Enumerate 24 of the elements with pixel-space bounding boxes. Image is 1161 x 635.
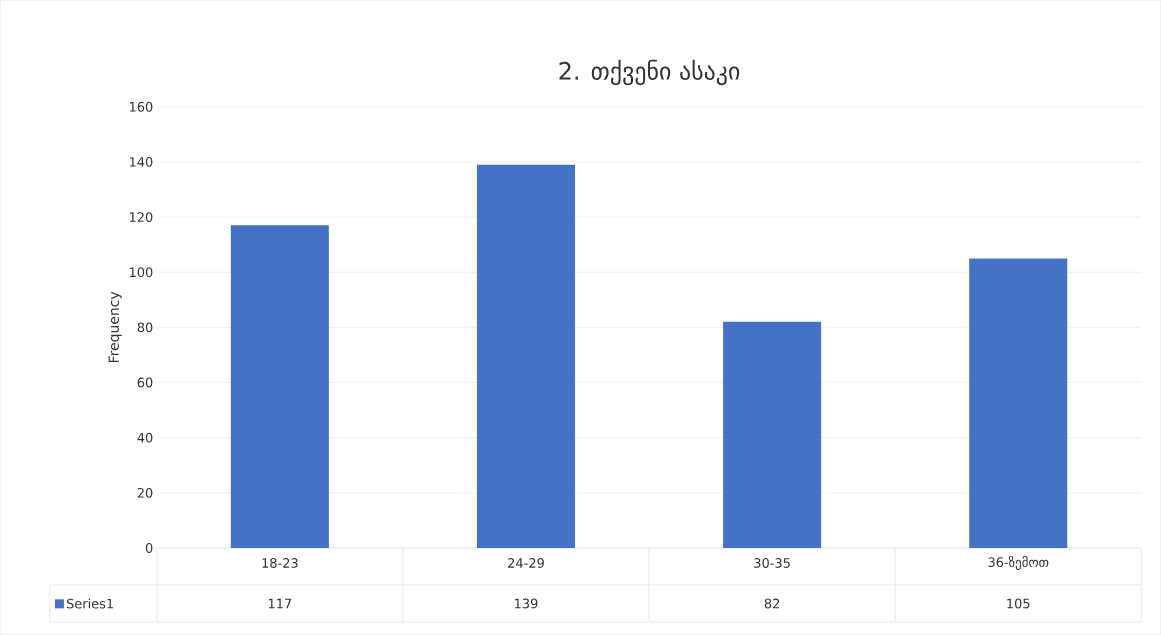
legend-label: Series1 xyxy=(66,598,113,609)
bar xyxy=(723,321,822,549)
bar xyxy=(969,258,1068,549)
y-tick-label: 60 xyxy=(137,377,153,388)
data-label: 82 xyxy=(764,598,780,609)
data-label: 105 xyxy=(1007,598,1030,609)
bar xyxy=(476,164,575,549)
x-tick-label: 36-ზემოთ xyxy=(988,556,1049,571)
bar xyxy=(230,225,329,549)
y-tick-label: 120 xyxy=(129,212,153,223)
y-tick-label: 0 xyxy=(145,543,153,554)
x-tick-label: 18-23 xyxy=(262,558,298,569)
x-tick-label: 30-35 xyxy=(754,558,790,569)
y-tick-label: 40 xyxy=(137,432,153,443)
y-tick-label: 160 xyxy=(129,101,153,112)
data-label: 117 xyxy=(268,598,292,609)
y-tick-label: 20 xyxy=(137,488,153,498)
y-tick-label: 100 xyxy=(129,267,153,278)
y-tick-label: 140 xyxy=(129,157,153,167)
chart-title: 2. თქვენი ასაკი xyxy=(559,59,740,86)
y-tick-label: 80 xyxy=(137,322,153,333)
data-label: 139 xyxy=(515,598,538,609)
y-axis-title: Frequency xyxy=(108,291,122,363)
x-tick-label: 24-29 xyxy=(508,558,544,569)
